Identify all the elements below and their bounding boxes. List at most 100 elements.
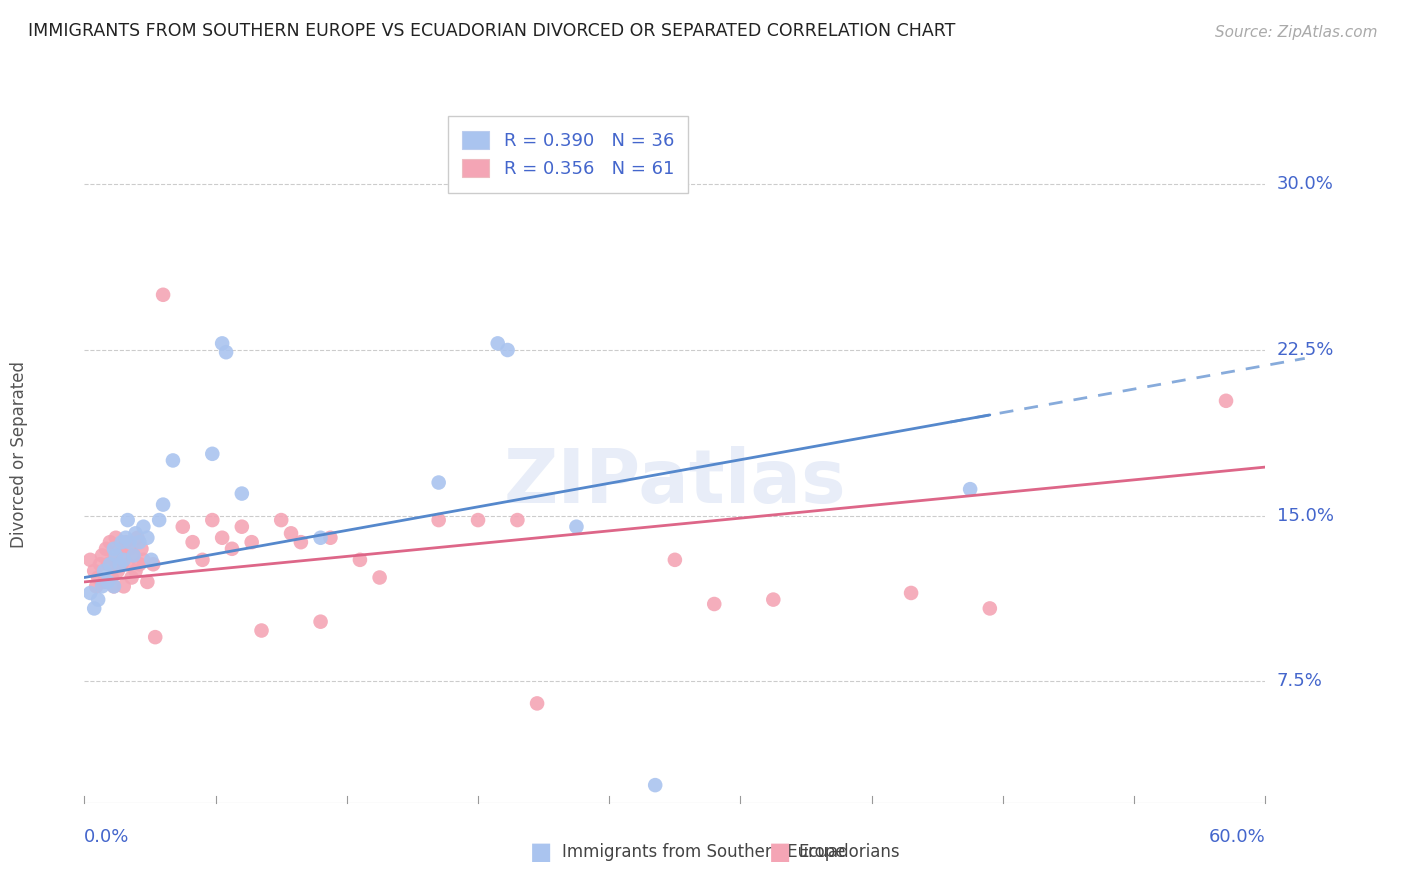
Text: 30.0%: 30.0% — [1277, 176, 1333, 194]
Point — [98, 535, 121, 549]
Point — [141, 553, 163, 567]
Point — [172, 519, 194, 533]
Point — [152, 498, 174, 512]
Point — [97, 574, 120, 589]
Point — [91, 549, 114, 563]
Point — [506, 513, 529, 527]
Text: ■: ■ — [530, 840, 553, 863]
Point — [309, 615, 332, 629]
Point — [250, 624, 273, 638]
Point — [108, 541, 131, 556]
Point — [486, 336, 509, 351]
Point — [231, 519, 253, 533]
Point — [84, 579, 107, 593]
Point — [97, 558, 120, 572]
Point — [664, 553, 686, 567]
Point — [280, 526, 302, 541]
Point — [108, 558, 131, 572]
Point — [128, 558, 150, 572]
Point — [131, 541, 153, 556]
Point — [191, 553, 214, 567]
Point — [118, 535, 141, 549]
Point — [132, 519, 155, 533]
Point — [136, 531, 159, 545]
Point — [368, 570, 391, 584]
Point — [89, 558, 111, 572]
Point — [467, 513, 489, 527]
Text: 60.0%: 60.0% — [1209, 828, 1265, 846]
Point — [127, 531, 149, 545]
Point — [427, 513, 450, 527]
Point — [118, 541, 141, 556]
Point — [215, 345, 238, 359]
Point — [103, 553, 125, 567]
Point — [526, 697, 548, 711]
Text: 15.0%: 15.0% — [1277, 507, 1333, 524]
Point — [181, 535, 204, 549]
Text: IMMIGRANTS FROM SOUTHERN EUROPE VS ECUADORIAN DIVORCED OR SEPARATED CORRELATION : IMMIGRANTS FROM SOUTHERN EUROPE VS ECUAD… — [28, 22, 956, 40]
Point — [94, 541, 117, 556]
Point — [114, 531, 136, 545]
Point — [132, 553, 155, 567]
Point — [762, 592, 785, 607]
Point — [142, 558, 165, 572]
Point — [117, 513, 139, 527]
Point — [101, 570, 124, 584]
Point — [87, 592, 110, 607]
Point — [900, 586, 922, 600]
Point — [122, 549, 145, 563]
Point — [122, 549, 145, 563]
Text: Source: ZipAtlas.com: Source: ZipAtlas.com — [1215, 25, 1378, 40]
Point — [703, 597, 725, 611]
Point — [114, 535, 136, 549]
Point — [124, 526, 146, 541]
Point — [91, 579, 114, 593]
Point — [319, 531, 342, 545]
Point — [117, 558, 139, 572]
Point — [496, 343, 519, 357]
Point — [270, 513, 292, 527]
Point — [103, 579, 125, 593]
Point — [162, 453, 184, 467]
Point — [231, 486, 253, 500]
Text: Ecuadorians: Ecuadorians — [799, 843, 900, 861]
Text: 0.0%: 0.0% — [84, 828, 129, 846]
Point — [979, 601, 1001, 615]
Text: ■: ■ — [769, 840, 792, 863]
Point — [427, 475, 450, 490]
Point — [104, 531, 127, 545]
Legend: R = 0.390   N = 36, R = 0.356   N = 61: R = 0.390 N = 36, R = 0.356 N = 61 — [447, 116, 689, 193]
Point — [290, 535, 312, 549]
Point — [349, 553, 371, 567]
Point — [124, 564, 146, 578]
Point — [111, 558, 134, 572]
Point — [87, 570, 110, 584]
Point — [309, 531, 332, 545]
Point — [565, 519, 588, 533]
Point — [83, 564, 105, 578]
Point — [152, 287, 174, 301]
Text: 7.5%: 7.5% — [1277, 673, 1323, 690]
Point — [111, 535, 134, 549]
Point — [211, 531, 233, 545]
Point — [121, 570, 143, 584]
Point — [103, 541, 125, 556]
Point — [79, 553, 101, 567]
Point — [136, 574, 159, 589]
Point — [143, 630, 166, 644]
Point — [240, 535, 263, 549]
Text: Divorced or Separated: Divorced or Separated — [10, 361, 28, 549]
Point — [112, 553, 135, 567]
Point — [98, 558, 121, 572]
Point — [103, 579, 125, 593]
Point — [128, 535, 150, 549]
Point — [112, 579, 135, 593]
Text: ZIPatlas: ZIPatlas — [503, 446, 846, 519]
Point — [93, 564, 115, 578]
Point — [221, 541, 243, 556]
Text: Immigrants from Southern Europe: Immigrants from Southern Europe — [562, 843, 846, 861]
Point — [959, 482, 981, 496]
Point — [201, 513, 224, 527]
Point — [107, 564, 129, 578]
Point — [201, 447, 224, 461]
